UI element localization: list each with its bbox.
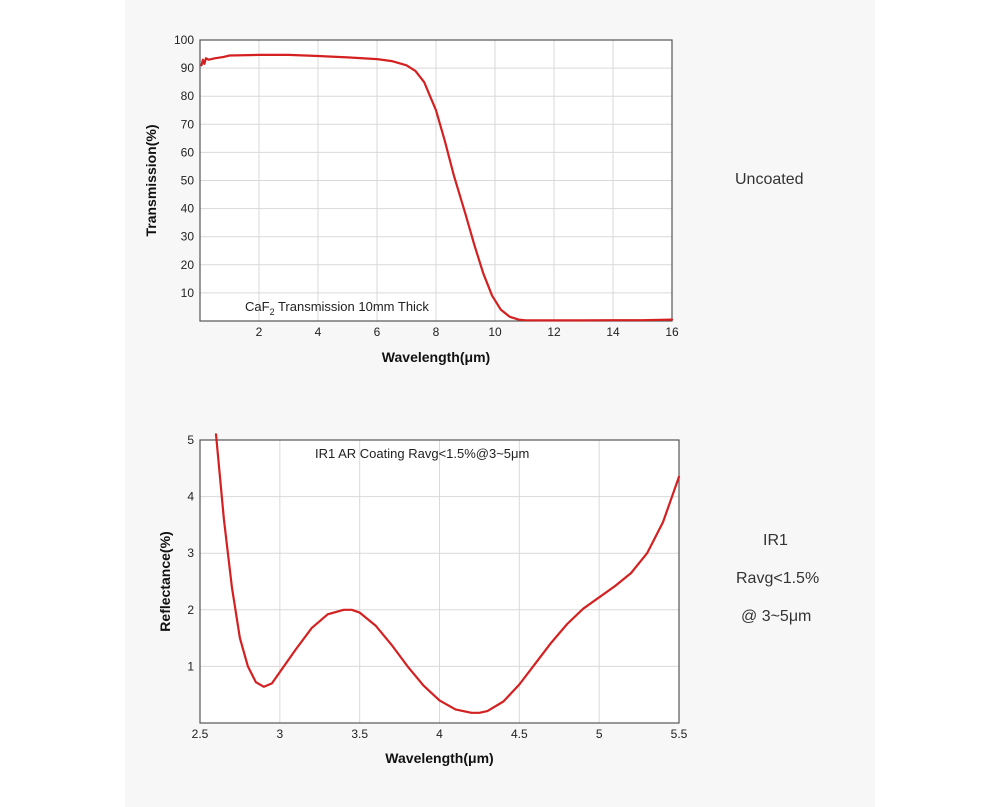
x-tick-label: 5 [596, 727, 603, 741]
x-axis-title: Wavelength(μm) [382, 349, 490, 365]
series-line-0 [200, 53, 674, 322]
y-tick-label: 100 [174, 33, 194, 47]
uncoated-label: Uncoated [735, 171, 804, 188]
y-axis-title: Reflectance(%) [157, 531, 173, 631]
plot-frame [199, 39, 673, 322]
y-tick-label: 30 [181, 230, 195, 244]
series-line-0 [214, 433, 681, 714]
x-tick-label: 10 [488, 325, 502, 339]
x-tick-label: 2 [256, 325, 263, 339]
y-tick-label: 60 [181, 145, 195, 159]
x-tick-label: 8 [433, 325, 440, 339]
x-tick-label: 6 [374, 325, 381, 339]
y-tick-label: 40 [181, 202, 195, 216]
x-tick-label: 16 [665, 325, 679, 339]
x-tick-label: 4 [436, 727, 443, 741]
y-tick-label: 2 [187, 603, 194, 617]
plot-frame [199, 439, 680, 724]
x-tick-label: 14 [606, 325, 620, 339]
y-tick-label: 90 [181, 61, 195, 75]
x-tick-label: 4.5 [511, 727, 528, 741]
x-axis-title: Wavelength(μm) [385, 750, 493, 766]
y-tick-label: 10 [181, 286, 195, 300]
range-label: @ 3~5μm [741, 608, 812, 625]
y-tick-label: 5 [187, 433, 194, 447]
y-axis-title: Transmission(%) [143, 124, 159, 236]
y-tick-label: 80 [181, 89, 195, 103]
x-tick-label: 3 [276, 727, 283, 741]
x-tick-label: 12 [547, 325, 561, 339]
transmission-chart: 2 4 6 8 10 12 14 16 10 20 30 40 50 60 70 80 90 100 Wavelen… [143, 33, 679, 365]
ir1-label: IR1 [763, 532, 788, 549]
chart-annotation: IR1 AR Coating Ravg<1.5%@3~5μm [315, 446, 529, 461]
y-tick-label: 4 [187, 490, 194, 504]
x-tick-label: 3.5 [351, 727, 368, 741]
y-tick-label: 1 [187, 659, 194, 673]
x-tick-label: 4 [315, 325, 322, 339]
ravg-label: Ravg<1.5% [736, 570, 820, 587]
y-tick-label: 20 [181, 258, 195, 272]
x-tick-label: 5.5 [671, 727, 688, 741]
y-tick-label: 3 [187, 546, 194, 560]
x-tick-label: 2.5 [192, 727, 209, 741]
chart-annotation: CaF2 Transmission 10mm Thick [245, 299, 429, 317]
y-tick-label: 50 [181, 174, 195, 188]
y-tick-label: 70 [181, 117, 195, 131]
